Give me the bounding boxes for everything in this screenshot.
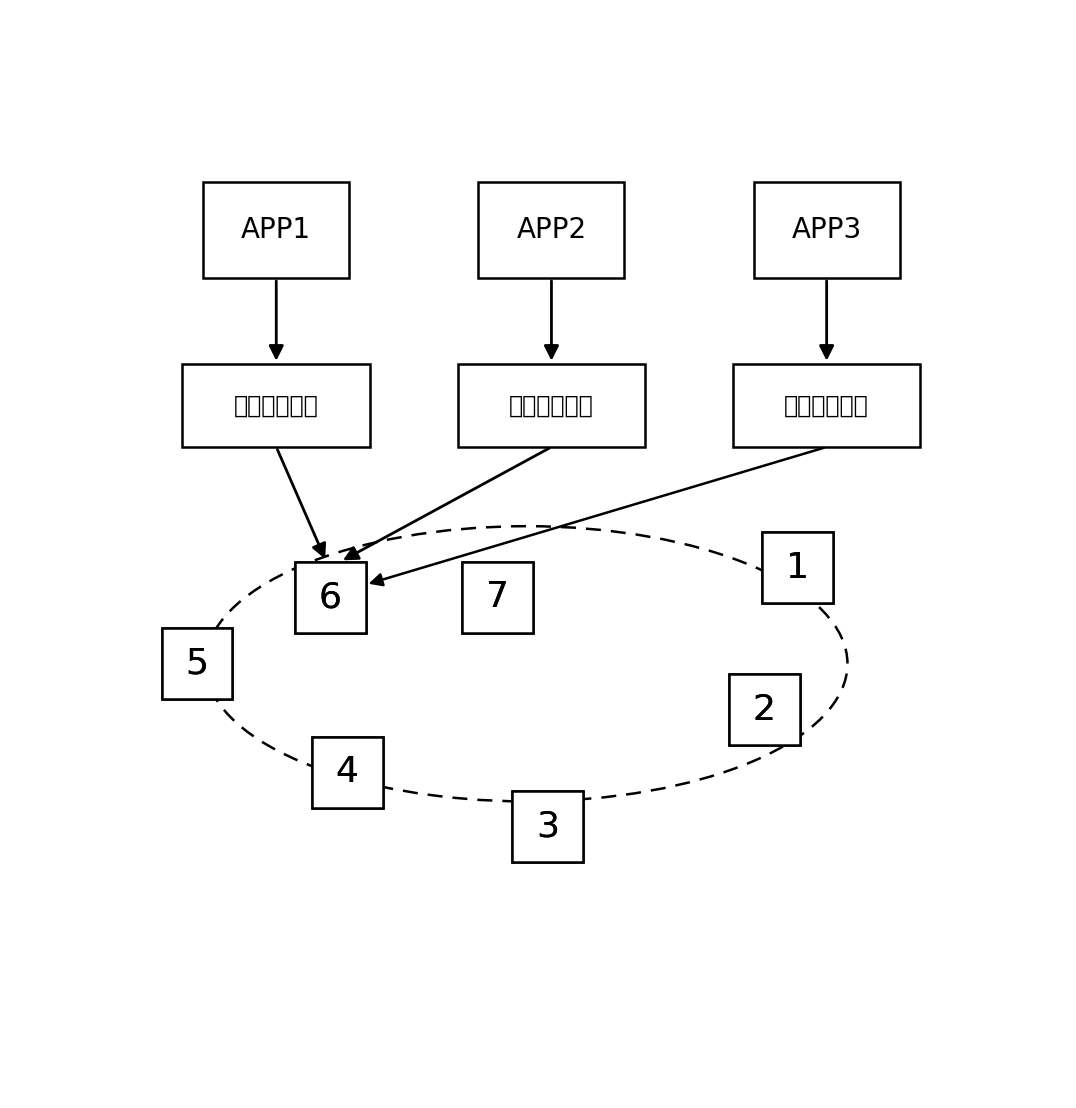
Bar — [762, 533, 833, 604]
Bar — [295, 562, 366, 633]
Bar — [312, 737, 383, 808]
Bar — [728, 674, 799, 745]
Text: 2: 2 — [752, 692, 776, 727]
Text: 1: 1 — [785, 551, 809, 585]
Text: 4: 4 — [336, 756, 358, 789]
Bar — [312, 737, 383, 808]
Bar — [295, 562, 366, 633]
Text: 7: 7 — [485, 581, 509, 614]
Text: 1: 1 — [785, 551, 809, 585]
Text: APP1: APP1 — [241, 216, 311, 244]
Bar — [512, 791, 583, 862]
Bar — [161, 628, 232, 699]
Text: APP2: APP2 — [516, 216, 586, 244]
Text: 6: 6 — [318, 581, 342, 614]
Bar — [203, 182, 350, 278]
Text: 7: 7 — [485, 581, 509, 614]
Bar — [479, 182, 624, 278]
Bar — [762, 533, 833, 604]
Text: 3: 3 — [536, 809, 558, 843]
Text: 引擎访问代理: 引擎访问代理 — [784, 393, 869, 418]
Text: 6: 6 — [318, 581, 342, 614]
Text: 引擎访问代理: 引擎访问代理 — [509, 393, 594, 418]
Text: 3: 3 — [536, 809, 558, 843]
Bar — [753, 182, 900, 278]
Text: 5: 5 — [185, 647, 209, 680]
Bar — [462, 562, 533, 633]
Bar — [512, 791, 583, 862]
Text: 4: 4 — [336, 756, 358, 789]
Bar — [462, 562, 533, 633]
Text: 引擎访问代理: 引擎访问代理 — [233, 393, 318, 418]
Bar — [733, 363, 920, 447]
Bar — [728, 674, 799, 745]
Text: 5: 5 — [185, 647, 209, 680]
Text: APP3: APP3 — [792, 216, 862, 244]
Text: 2: 2 — [752, 692, 776, 727]
Bar — [457, 363, 646, 447]
Bar — [161, 628, 232, 699]
Bar — [183, 363, 370, 447]
